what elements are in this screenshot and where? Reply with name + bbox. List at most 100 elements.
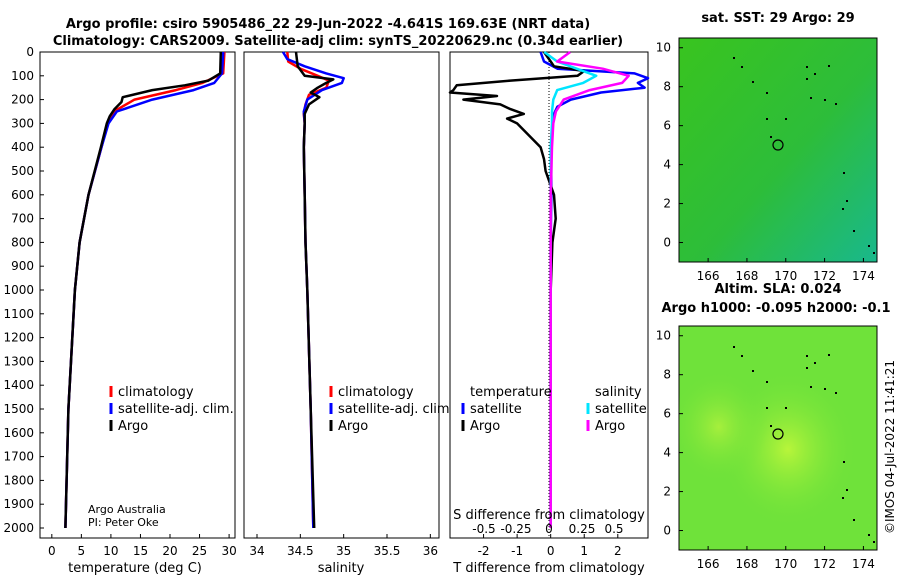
island-speck — [846, 489, 848, 491]
temperature-panel: 0100200300400500600700800900100011001200… — [3, 45, 454, 576]
depth-tick-label: 500 — [11, 164, 34, 178]
temperature-x-ticks: 0 5 10 15 20 25 30 — [48, 534, 237, 558]
map-x-tick-label: 166 — [697, 557, 720, 571]
imos-timestamp: ©IMOS 04-Jul-2022 11:41:21 — [883, 360, 897, 534]
x-tick-label: 20 — [162, 544, 177, 558]
series-line-argo — [64, 51, 223, 529]
legend-label-argo: Argo — [118, 419, 148, 434]
map-x-tick-label: 168 — [735, 557, 758, 571]
depth-tick-label: 1300 — [3, 354, 34, 368]
s-difference-tick: 0 — [545, 522, 553, 536]
island-speck — [806, 367, 808, 369]
depth-tick-label: 100 — [11, 69, 34, 83]
depth-tick-label: 600 — [11, 188, 34, 202]
island-speck — [846, 200, 848, 202]
sla-map-panel: Altim. SLA: 0.024 Argo h1000: -0.095 h20… — [656, 282, 891, 571]
depth-tick-label: 900 — [11, 259, 34, 273]
sla-map-title: Altim. SLA: 0.024 — [715, 282, 842, 297]
x-tick-label: 15 — [133, 544, 148, 558]
island-speck — [835, 392, 837, 394]
map-y-tick-label: 6 — [663, 119, 671, 133]
island-speck — [806, 355, 808, 357]
map-x-tick-label: 170 — [774, 269, 797, 283]
x-tick-label: 35 — [336, 544, 351, 558]
map-x-tick-label: 172 — [813, 269, 836, 283]
map-y-tick-label: 0 — [663, 524, 671, 538]
island-speck — [842, 497, 844, 499]
island-speck — [752, 81, 754, 83]
s-difference-tick: -0.5 — [472, 522, 495, 536]
depth-tick-label: 1200 — [3, 331, 34, 345]
map-x-tick-label: 172 — [813, 557, 836, 571]
map-x-tick-label: 168 — [735, 269, 758, 283]
salinity-axis-label: salinity — [318, 561, 365, 576]
island-speck — [766, 118, 768, 120]
island-speck — [810, 97, 812, 99]
island-speck — [853, 230, 855, 232]
legend-label-s-satellite: satellite — [595, 402, 647, 417]
x-tick-label: 2 — [614, 544, 622, 558]
map-y-tick-label: 10 — [656, 41, 671, 55]
series-line-s-argo — [549, 50, 630, 528]
island-speck — [766, 407, 768, 409]
legend-label-satellite-adj: satellite-adj. clim. — [118, 402, 234, 417]
map-y-tick-label: 2 — [663, 485, 671, 499]
legend-label-t-argo: Argo — [470, 419, 500, 434]
island-speck — [810, 386, 812, 388]
island-speck — [770, 425, 772, 427]
depth-tick-label: 1500 — [3, 402, 34, 416]
s-difference-tick: 0.25 — [569, 522, 596, 536]
map-y-tick-label: 2 — [663, 197, 671, 211]
sst-map-ticks: 166 168 170 172 174 0 2 4 6 8 10 — [656, 41, 875, 283]
map-y-tick-label: 4 — [663, 158, 671, 172]
island-speck — [814, 73, 816, 75]
island-markers — [733, 57, 875, 254]
depth-tick-label: 400 — [11, 140, 34, 154]
island-speck — [806, 66, 808, 68]
credit-line2: PI: Peter Oke — [88, 516, 159, 529]
depth-tick-label: 1000 — [3, 283, 34, 297]
temperature-axis-label: temperature (deg C) — [68, 561, 202, 576]
series-line-argo — [294, 51, 335, 529]
depth-tick-label: 0 — [26, 45, 34, 59]
argo-float-marker — [772, 428, 784, 440]
legend-label-argo: Argo — [338, 419, 368, 434]
temperature-profile-lines — [64, 51, 226, 529]
island-speck — [814, 362, 816, 364]
map-x-tick-label: 174 — [852, 269, 875, 283]
figure-title-line2: Climatology: CARS2009. Satellite-adj cli… — [53, 34, 623, 49]
map-x-tick-label: 170 — [774, 557, 797, 571]
island-speck — [835, 103, 837, 105]
legend-label-climatology: climatology — [338, 385, 414, 400]
island-speck — [873, 252, 875, 254]
sst-map-panel: sat. SST: 29 Argo: 29 166 168 170 172 174 0 2 4… — [656, 11, 878, 283]
salinity-x-ticks: 34 34.5 35 35.5 36 — [249, 534, 438, 558]
x-tick-label: -2 — [478, 544, 490, 558]
depth-tick-label: 700 — [11, 212, 34, 226]
x-tick-label: -1 — [511, 544, 523, 558]
island-speck — [741, 66, 743, 68]
series-line-t-argo — [448, 51, 586, 528]
depth-tick-label: 1800 — [3, 473, 34, 487]
s-difference-axis-label: S difference from climatology — [453, 508, 645, 523]
map-y-tick-label: 10 — [656, 329, 671, 343]
depth-tick-label: 200 — [11, 93, 34, 107]
t-difference-x-ticks: -2 -1 0 1 2 — [478, 534, 622, 558]
x-tick-label: 35.5 — [374, 544, 401, 558]
x-tick-label: 25 — [192, 544, 207, 558]
map-y-tick-label: 4 — [663, 446, 671, 460]
legend-label-s-argo: Argo — [595, 419, 625, 434]
depth-tick-labels: 0 100 200 300 400 500 600 700 800 900 1000 1100 1200… — [3, 45, 454, 535]
island-speck — [842, 208, 844, 210]
x-tick-label: 34 — [249, 544, 264, 558]
map-x-tick-label: 174 — [852, 557, 875, 571]
x-tick-label: 0 — [547, 544, 555, 558]
island-speck — [873, 541, 875, 543]
difference-panel: -2 -1 0 1 2 S difference from climatology -0… — [448, 50, 650, 576]
x-tick-label: 0 — [48, 544, 56, 558]
s-difference-tick: -0.25 — [500, 522, 531, 536]
island-speck — [824, 99, 826, 101]
argo-float-marker — [772, 139, 784, 151]
x-tick-label: 36 — [423, 544, 438, 558]
